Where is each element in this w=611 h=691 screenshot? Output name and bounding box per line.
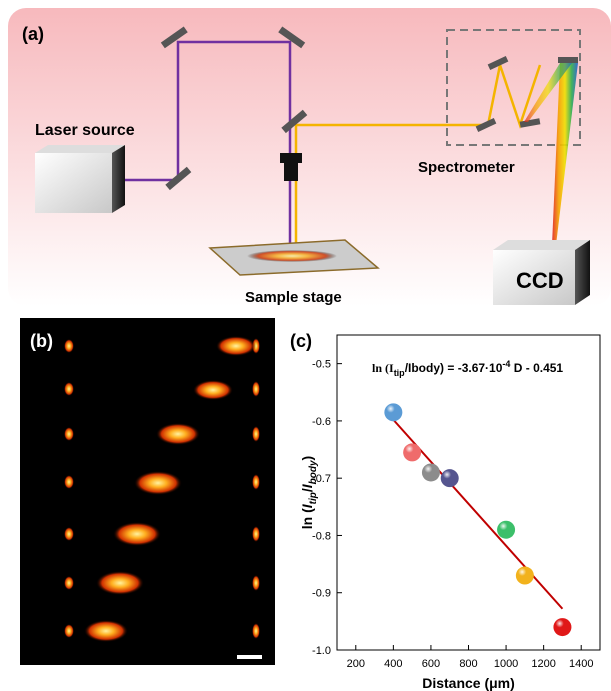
panel-c: (c) 200 400 600 800 1000 1200 1400 -1.0 -0.9 -0.8 -…: [290, 331, 600, 691]
panel-label: (a): [22, 24, 44, 44]
y-tick-label: -1.0: [312, 645, 331, 657]
x-tick-label: 800: [459, 658, 477, 670]
y-tick-label: -0.9: [312, 588, 331, 600]
panel-label: (c): [290, 331, 312, 351]
point-highlight: [384, 403, 402, 421]
laser-box: [35, 145, 125, 213]
panel-label: (b): [30, 331, 53, 351]
plot-frame: [337, 335, 600, 650]
x-axis-label: Distance (μm): [422, 675, 515, 691]
point-highlight: [553, 618, 571, 636]
y-axis-label-part: tip: [308, 492, 319, 504]
laser-label: Laser source: [35, 122, 135, 139]
equation-part: tip: [394, 368, 405, 378]
panel-b: (b): [20, 318, 275, 665]
point-highlight: [403, 443, 421, 461]
x-tick-label: 1000: [494, 658, 518, 670]
x-tick-label: 1400: [569, 658, 593, 670]
x-tick-label: 1200: [531, 658, 555, 670]
y-tick-label: -0.6: [312, 416, 331, 428]
figure: (a) Laser source Sample stage Spectromet…: [0, 0, 611, 691]
equation-part: /Ibody) = -3.67·10: [405, 361, 503, 375]
equation-part: -4: [502, 359, 510, 369]
y-tick-label: -0.8: [312, 530, 331, 542]
x-tick-label: 400: [384, 658, 402, 670]
y-axis-label-part: ): [299, 456, 315, 461]
y-axis-label-part: ln (: [299, 508, 315, 529]
x-tick-label: 200: [347, 658, 365, 670]
equation-part: ln (I: [372, 361, 394, 375]
spectrometer-label: Spectrometer: [418, 159, 515, 176]
panel-a: (a) Laser source Sample stage Spectromet…: [8, 8, 611, 306]
y-tick-label: -0.5: [312, 359, 331, 371]
scale-bar: [237, 655, 262, 659]
point-highlight: [516, 567, 534, 585]
x-tick-label: 600: [422, 658, 440, 670]
ccd-label: CCD: [516, 268, 564, 293]
point-highlight: [441, 469, 459, 487]
sample-label: Sample stage: [245, 289, 342, 306]
point-highlight: [497, 521, 515, 539]
equation: ln (Itip/Ibody) = -3.67·10-4 D - 0.451: [372, 359, 563, 378]
y-axis-label-part: body: [308, 460, 319, 484]
equation-part: D - 0.451: [510, 361, 563, 375]
point-highlight: [422, 463, 440, 481]
y-axis-label: ln (Itip/Ibody): [299, 456, 319, 529]
